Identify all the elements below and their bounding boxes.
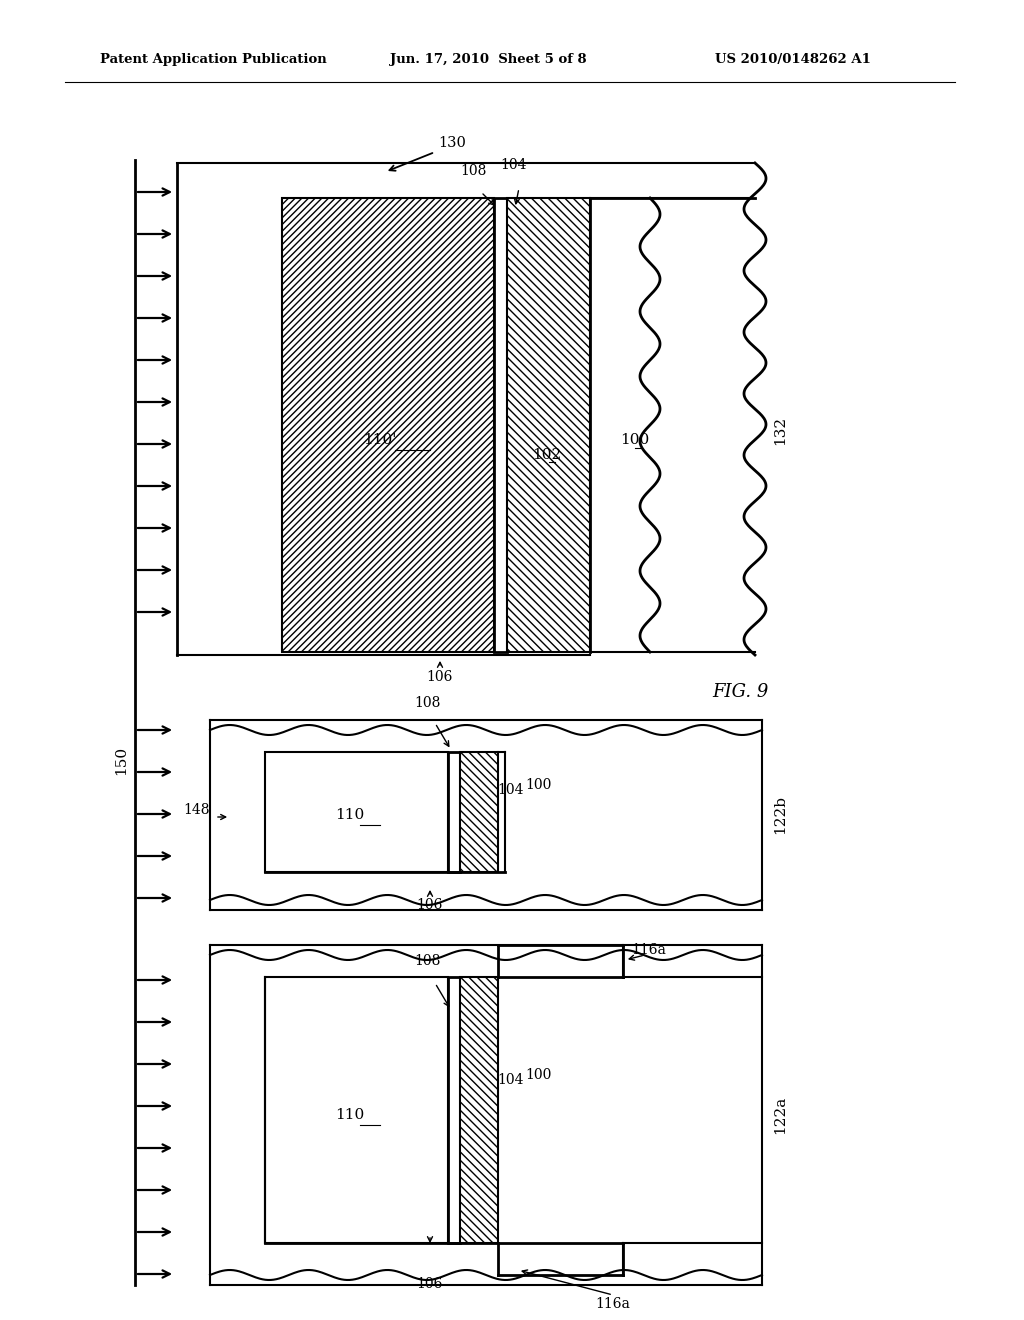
Text: 106: 106 — [417, 1276, 443, 1291]
Text: 110: 110 — [336, 1107, 365, 1122]
Bar — [449, 977, 460, 1243]
Text: 122a: 122a — [773, 1096, 787, 1134]
Bar — [265, 752, 449, 873]
Text: 122b: 122b — [773, 796, 787, 834]
Text: 104: 104 — [497, 783, 523, 797]
Text: 110: 110 — [336, 808, 365, 822]
Text: 104: 104 — [501, 158, 527, 172]
Text: 150: 150 — [114, 746, 128, 775]
Text: 106: 106 — [417, 898, 443, 912]
Text: 108: 108 — [415, 954, 441, 968]
Text: Patent Application Publication: Patent Application Publication — [100, 54, 327, 66]
Text: 100: 100 — [621, 433, 649, 447]
Text: 108: 108 — [460, 164, 486, 178]
Bar — [507, 198, 590, 652]
Text: 116a: 116a — [596, 1298, 631, 1311]
Bar — [590, 198, 775, 652]
Bar — [460, 752, 498, 873]
Text: 148: 148 — [183, 803, 210, 817]
Text: 100: 100 — [525, 777, 551, 792]
Text: Jun. 17, 2010  Sheet 5 of 8: Jun. 17, 2010 Sheet 5 of 8 — [390, 54, 587, 66]
Text: US 2010/0148262 A1: US 2010/0148262 A1 — [715, 54, 870, 66]
Bar — [460, 977, 498, 1243]
Text: 102: 102 — [532, 447, 561, 462]
Text: 110': 110' — [364, 433, 396, 447]
Text: 104: 104 — [497, 1073, 523, 1086]
Bar — [282, 198, 494, 652]
Text: 116a: 116a — [631, 942, 666, 957]
Text: 100: 100 — [525, 1068, 551, 1082]
Bar — [265, 977, 449, 1243]
Text: 132: 132 — [773, 416, 787, 445]
Text: 106: 106 — [427, 671, 454, 684]
Text: 130: 130 — [438, 136, 466, 150]
Text: 108: 108 — [415, 696, 441, 710]
Bar — [449, 752, 460, 873]
Bar — [494, 198, 507, 652]
Text: FIG. 9: FIG. 9 — [712, 682, 768, 701]
